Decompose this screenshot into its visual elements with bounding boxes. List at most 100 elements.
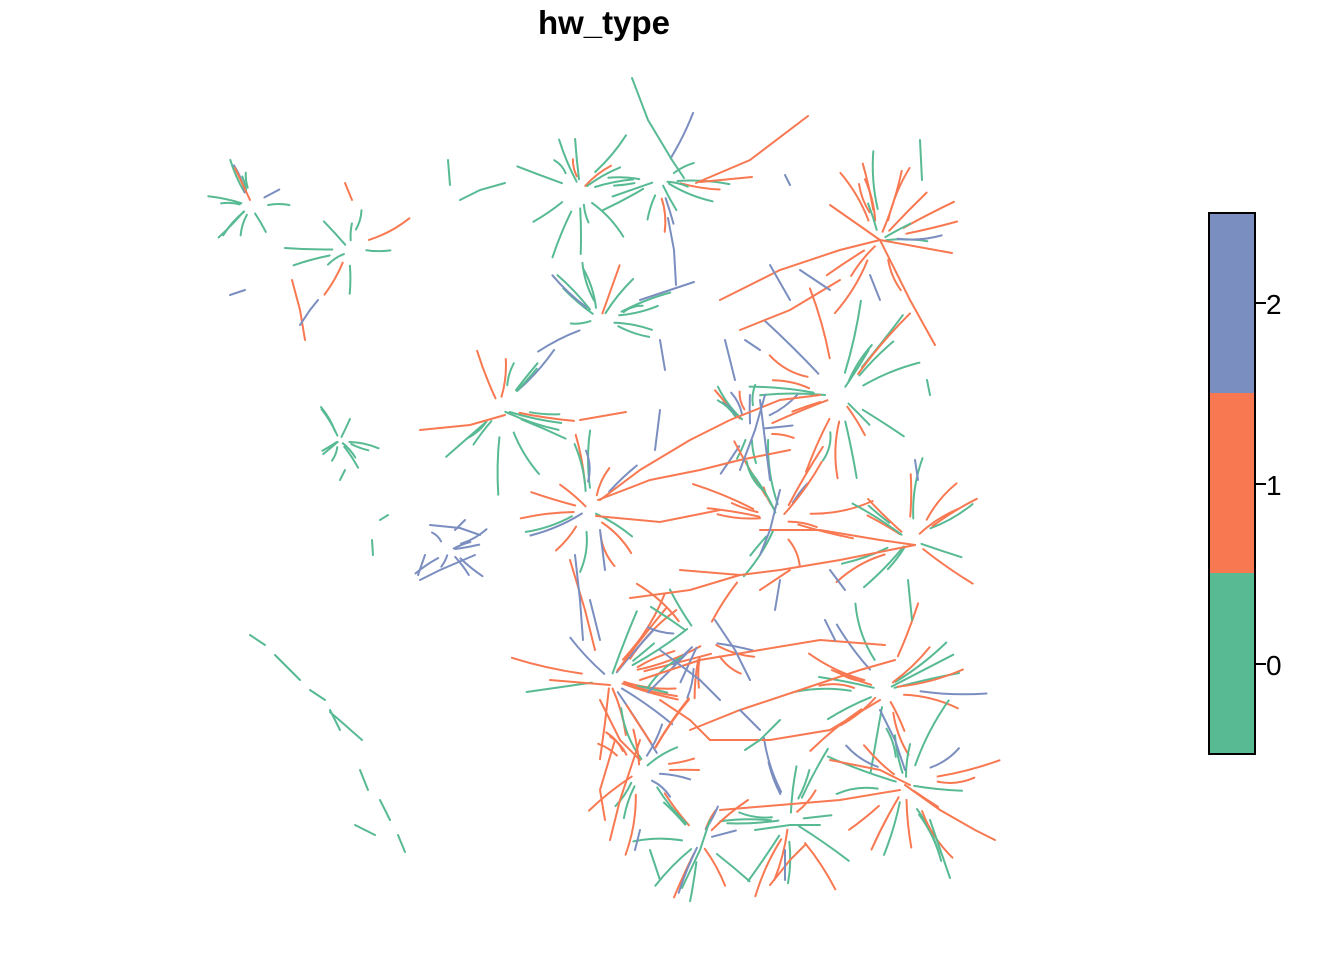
road-segment-type-2 xyxy=(763,319,820,375)
road-segment-type-0 xyxy=(341,442,357,459)
road-segment-type-0 xyxy=(916,808,941,855)
road-segment-type-0 xyxy=(884,222,912,239)
road-segment-type-1 xyxy=(659,699,711,741)
road-segment-type-1 xyxy=(595,467,611,497)
road-segment-type-1 xyxy=(931,497,978,528)
road-segment-type-1 xyxy=(571,158,578,178)
road-segment-type-0 xyxy=(508,411,563,424)
road-segment-type-2 xyxy=(659,339,666,371)
road-segment-type-0 xyxy=(594,134,627,173)
road-segment-type-0 xyxy=(662,184,678,212)
road-segment-type-1 xyxy=(773,828,789,881)
road-segment-type-2 xyxy=(529,512,583,537)
road-segment-type-1 xyxy=(759,569,791,591)
road-segment-type-0 xyxy=(894,641,948,683)
road-segment-type-1 xyxy=(870,796,900,851)
road-segment-type-2 xyxy=(845,744,879,768)
road-segment-type-2 xyxy=(651,779,672,798)
road-segment-type-0 xyxy=(607,176,641,181)
road-segment-type-1 xyxy=(909,473,913,518)
road-segment-type-1 xyxy=(797,523,854,540)
road-segment-type-2 xyxy=(299,299,319,326)
road-segment-type-1 xyxy=(584,164,612,187)
road-segment-type-0 xyxy=(569,320,592,325)
road-segment-type-2 xyxy=(669,111,695,160)
road-segment-type-0 xyxy=(716,399,737,418)
road-segment-type-0 xyxy=(322,220,347,246)
road-segment-type-0 xyxy=(249,634,266,646)
road-segment-type-1 xyxy=(809,708,863,752)
road-segment-type-0 xyxy=(912,457,924,520)
road-segment-type-2 xyxy=(654,409,661,451)
road-segment-type-1 xyxy=(639,638,886,681)
legend-label-1: 1 xyxy=(1266,470,1282,501)
road-segment-type-1 xyxy=(846,405,866,437)
road-segment-type-1 xyxy=(830,669,873,686)
road-segment-type-2 xyxy=(229,289,246,296)
road-segment-type-1 xyxy=(887,258,902,292)
road-segment-type-2 xyxy=(711,829,737,838)
road-segment-type-0 xyxy=(835,786,879,795)
road-segment-type-0 xyxy=(582,203,590,224)
road-segment-type-1 xyxy=(695,115,809,184)
road-segment-type-0 xyxy=(844,349,870,388)
color-legend: 2 1 0 xyxy=(1208,212,1282,755)
road-segment-type-0 xyxy=(647,655,683,688)
road-segment-type-0 xyxy=(851,502,903,536)
road-segment-type-2 xyxy=(658,772,692,781)
road-segment-type-2 xyxy=(759,489,781,556)
road-segment-type-1 xyxy=(787,538,801,567)
road-segment-type-1 xyxy=(291,279,306,341)
road-segment-type-0 xyxy=(620,291,672,313)
road-segment-type-2 xyxy=(419,554,476,581)
road-segment-type-0 xyxy=(445,421,487,458)
road-segment-type-0 xyxy=(207,195,243,205)
road-segment-type-1 xyxy=(710,581,739,623)
road-segment-type-1 xyxy=(703,847,727,887)
road-segment-type-1 xyxy=(783,460,823,515)
road-segment-type-0 xyxy=(229,158,246,194)
road-segment-type-0 xyxy=(322,440,339,455)
road-segment-type-0 xyxy=(913,784,963,792)
road-segment-type-0 xyxy=(919,139,923,181)
road-segment-type-2 xyxy=(929,747,960,769)
road-segment-type-0 xyxy=(844,420,858,479)
road-segment-type-1 xyxy=(660,197,667,233)
road-segment-type-0 xyxy=(798,825,850,862)
road-segment-type-0 xyxy=(558,138,578,183)
road-segment-type-1 xyxy=(888,191,928,232)
road-segment-type-2 xyxy=(869,274,881,301)
road-segment-type-0 xyxy=(654,848,693,887)
road-segment-type-0 xyxy=(512,431,540,475)
road-segment-type-0 xyxy=(339,469,346,481)
road-segment-type-0 xyxy=(348,441,380,450)
road-segment-type-2 xyxy=(835,623,871,671)
road-segment-type-1 xyxy=(889,701,906,732)
road-segment-type-1 xyxy=(738,390,746,411)
road-segment-type-1 xyxy=(601,521,633,555)
road-segment-type-0 xyxy=(309,689,326,701)
road-segment-type-0 xyxy=(618,304,659,317)
road-segment-type-1 xyxy=(716,513,761,520)
road-segment-type-1 xyxy=(759,529,916,546)
road-segment-type-1 xyxy=(808,287,831,360)
road-segment-type-0 xyxy=(331,446,339,462)
road-segment-type-0 xyxy=(662,801,687,826)
road-segment-type-0 xyxy=(320,408,339,437)
legend-label-0: 0 xyxy=(1266,650,1282,681)
road-segment-type-1 xyxy=(903,693,959,710)
road-segment-type-1 xyxy=(476,349,497,400)
road-segment-type-0 xyxy=(573,443,587,492)
road-segment-type-0 xyxy=(595,512,634,538)
road-segment-type-0 xyxy=(244,171,249,189)
road-segment-type-1 xyxy=(818,683,856,689)
road-segment-type-2 xyxy=(672,646,693,666)
road-segment-type-1 xyxy=(936,776,976,784)
road-segment-type-0 xyxy=(582,268,597,309)
road-segment-type-1 xyxy=(881,169,903,233)
road-segment-type-2 xyxy=(417,554,426,576)
road-segment-type-0 xyxy=(656,786,688,825)
road-segment-type-2 xyxy=(664,197,675,225)
road-segment-type-2 xyxy=(714,619,751,681)
